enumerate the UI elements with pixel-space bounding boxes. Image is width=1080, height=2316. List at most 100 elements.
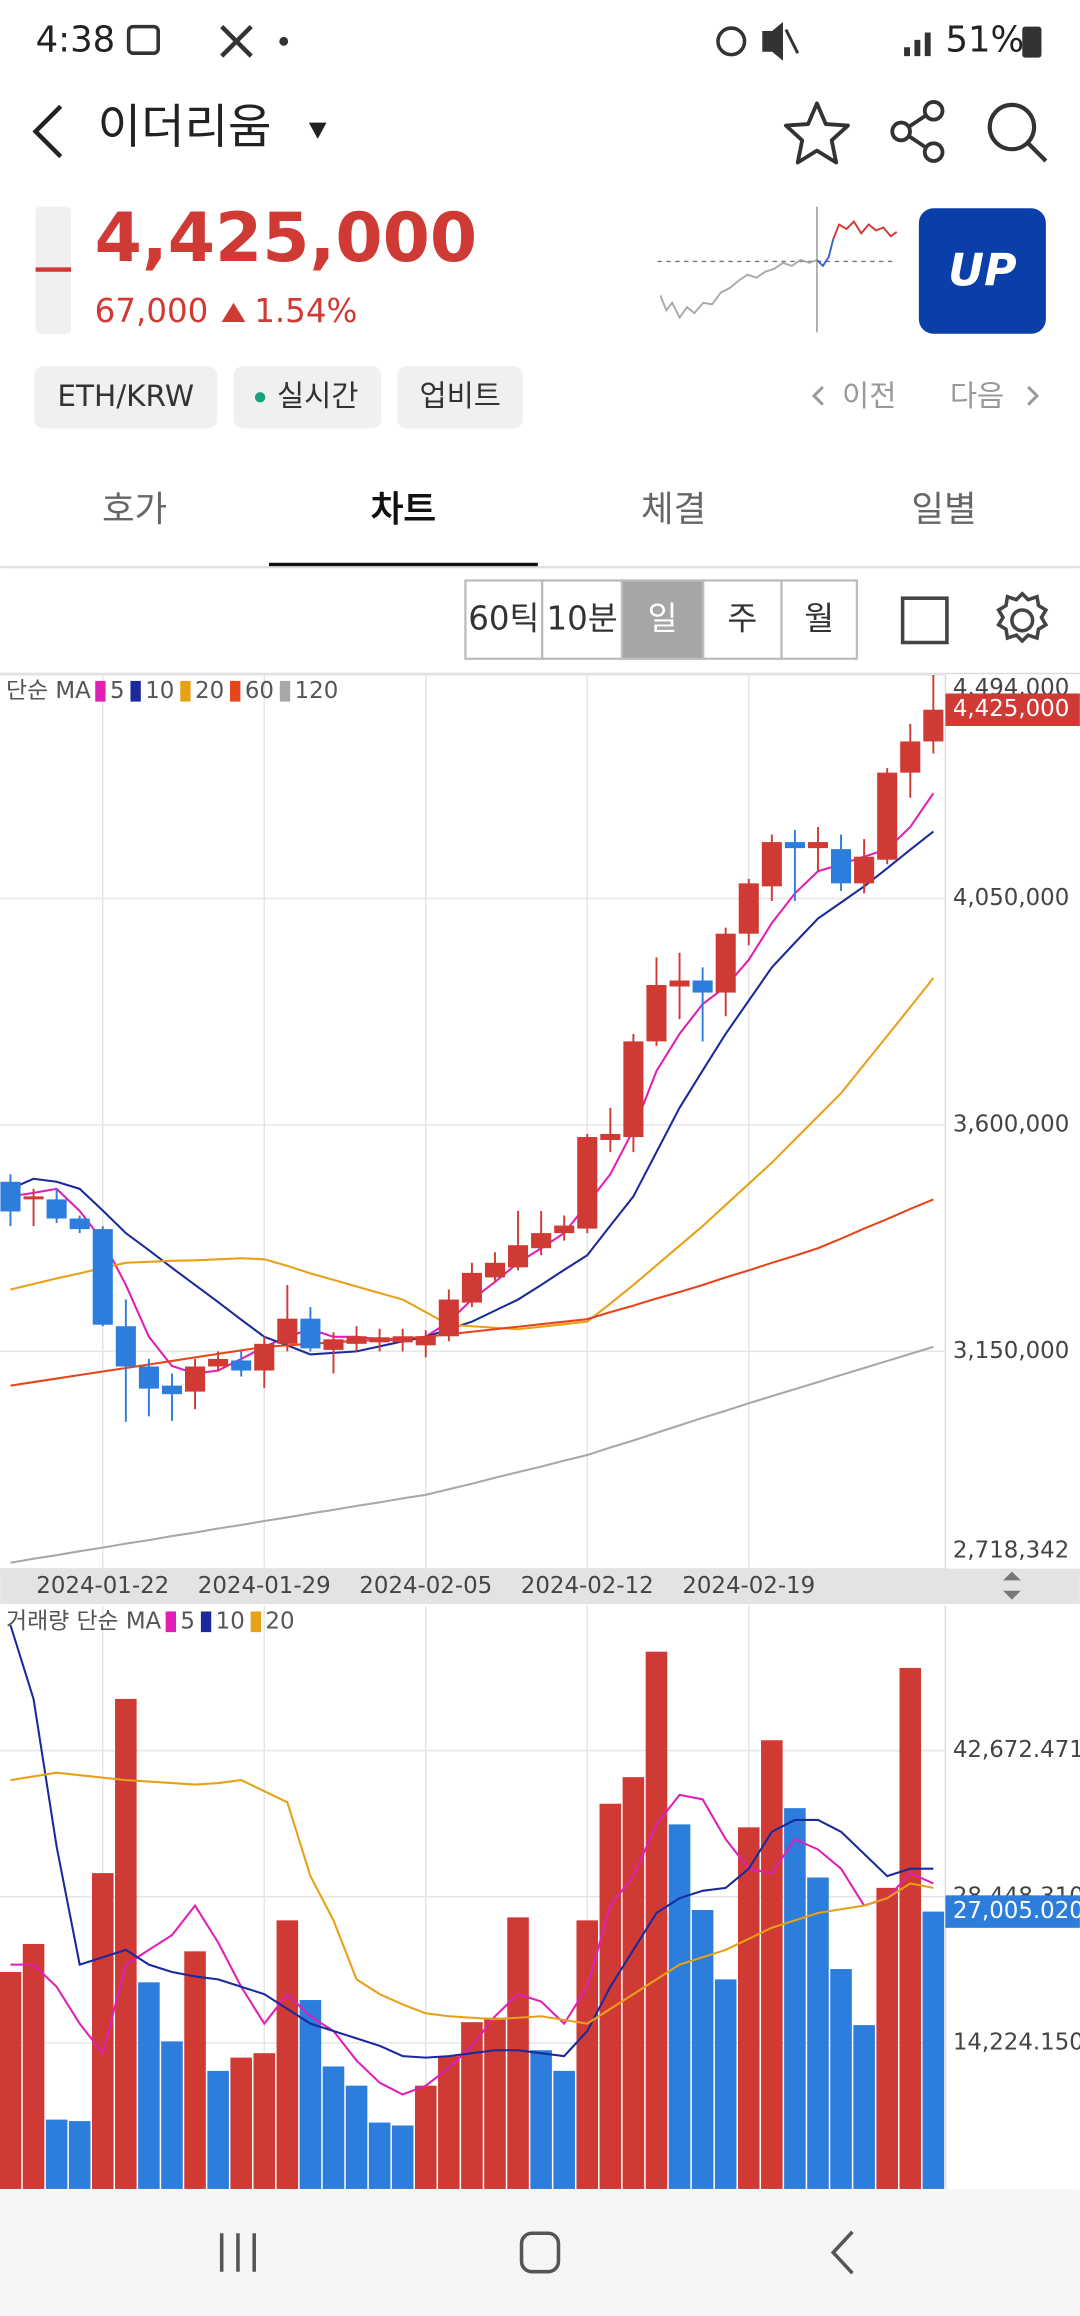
ma-line xyxy=(9,1624,934,2059)
legend-swatch xyxy=(180,680,191,702)
volume-bar xyxy=(668,1824,691,2189)
price-change: 67,000 xyxy=(95,292,209,330)
recents-button[interactable] xyxy=(219,2233,256,2272)
last-price-tag xyxy=(945,693,1080,726)
gallery-icon xyxy=(126,24,160,55)
next-button[interactable]: 다음 xyxy=(950,379,1004,413)
pager: 이전 다음 xyxy=(811,379,1040,413)
logo-text: UP xyxy=(948,245,1016,296)
tab[interactable]: 호가 xyxy=(102,489,167,530)
prev-button[interactable]: 이전 xyxy=(842,379,896,413)
y-tick-label: 4,050,000 xyxy=(953,885,1069,911)
y-tick-label: 3,600,000 xyxy=(953,1111,1069,1137)
period-button[interactable] xyxy=(620,579,705,660)
legend-label: 5 xyxy=(110,678,125,704)
tag-chip[interactable] xyxy=(233,366,382,429)
candle-body xyxy=(600,1133,621,1141)
tab-underline xyxy=(268,562,538,568)
legend-swatch xyxy=(200,1611,212,1633)
legend-swatch xyxy=(165,1611,176,1633)
candle-body xyxy=(161,1385,183,1395)
volume-bar xyxy=(761,1740,783,2189)
next-arrow[interactable] xyxy=(1027,385,1040,406)
tab[interactable]: 일별 xyxy=(911,489,976,530)
candle-body xyxy=(692,980,713,993)
legend-swatch xyxy=(130,680,141,702)
tab[interactable]: 체결 xyxy=(641,489,706,530)
tag-row: ETH/KRW 실시간 업비트 xyxy=(34,366,524,429)
home-button[interactable] xyxy=(519,2231,561,2274)
volume-bar xyxy=(438,2056,460,2189)
status-time: 4:38 xyxy=(36,19,116,60)
resize-handle[interactable] xyxy=(1003,1571,1021,1600)
candle-body xyxy=(531,1233,552,1249)
period-label[interactable]: 일 xyxy=(648,599,678,637)
candle-body xyxy=(231,1360,252,1371)
share-button[interactable] xyxy=(890,99,945,163)
volume-chart: 14,224.15028,448.31042,672.47127,005.020… xyxy=(0,1605,1080,2189)
settings-button[interactable] xyxy=(996,591,1049,644)
candle-body xyxy=(254,1343,275,1371)
period-label[interactable]: 10분 xyxy=(546,599,617,637)
candle-body xyxy=(484,1262,506,1278)
legend-swatch xyxy=(230,680,241,702)
period-label[interactable]: 주 xyxy=(727,599,757,637)
legend-label: 60 xyxy=(245,678,274,704)
volume-bar xyxy=(599,1803,622,2189)
y-tick-label: 3,150,000 xyxy=(953,1338,1069,1364)
tab[interactable]: 차트 xyxy=(371,489,436,530)
volume-bar xyxy=(276,1920,299,2189)
sparkline xyxy=(657,206,898,333)
volume-bar xyxy=(184,1951,206,2189)
period-button[interactable] xyxy=(702,579,783,660)
period-button[interactable] xyxy=(541,579,624,660)
period-button[interactable] xyxy=(464,579,544,660)
battery-text: 51% xyxy=(945,19,1024,60)
candle-body xyxy=(831,849,852,884)
candle-body xyxy=(738,883,759,934)
candle-body xyxy=(623,1041,644,1137)
period-label[interactable]: 60틱 xyxy=(468,599,539,637)
dropdown-arrow[interactable] xyxy=(308,122,327,139)
x-tick-label: 2024-02-05 xyxy=(359,1573,492,1599)
legend-label: 20 xyxy=(195,678,224,704)
tag-chip[interactable] xyxy=(34,366,218,429)
tag-chip[interactable] xyxy=(397,366,524,429)
favorite-button[interactable] xyxy=(784,101,850,165)
y-tick-label: 14,224.150 xyxy=(953,2029,1080,2055)
candle-body xyxy=(69,1218,90,1230)
fullscreen-button[interactable] xyxy=(900,596,949,645)
tab-bar: 호가 차트 체결 일별 xyxy=(102,489,977,568)
last-volume-label: 27,005.020 xyxy=(953,1898,1080,1924)
tag-label[interactable]: 실시간 xyxy=(277,379,359,413)
candle-body xyxy=(369,1337,390,1343)
date-strip xyxy=(0,1568,1080,1605)
candle-body xyxy=(508,1245,529,1268)
tag-label[interactable]: ETH/KRW xyxy=(57,379,194,413)
legend-label: 10 xyxy=(216,1608,245,1634)
candle-body xyxy=(669,980,690,987)
candle-body xyxy=(92,1229,113,1325)
volume-bar xyxy=(115,1698,137,2189)
candle-body xyxy=(346,1336,367,1344)
period-label[interactable]: 월 xyxy=(804,599,834,637)
period-button[interactable] xyxy=(780,579,858,660)
candle-body xyxy=(900,741,921,773)
exchange-logo xyxy=(918,208,1046,334)
prev-arrow[interactable] xyxy=(811,385,824,406)
system-nav-bar xyxy=(0,2188,1080,2316)
tag-label[interactable]: 업비트 xyxy=(419,379,501,413)
search-button[interactable] xyxy=(987,102,1048,163)
volume-bar xyxy=(737,1827,760,2189)
candle-body xyxy=(46,1199,67,1219)
candle-body xyxy=(23,1196,44,1200)
price-block: 4,425,000 67,000 1.54% UP xyxy=(35,199,1046,334)
volume-bar xyxy=(299,2000,322,2189)
system-back-button[interactable] xyxy=(830,2230,854,2275)
legend-label: 10 xyxy=(145,678,174,704)
back-button[interactable] xyxy=(32,104,63,159)
volume-bar xyxy=(576,1920,599,2189)
legend-swatch xyxy=(279,680,291,702)
volume-bar xyxy=(691,1910,714,2189)
coin-title[interactable]: 이더리움 xyxy=(98,100,272,155)
